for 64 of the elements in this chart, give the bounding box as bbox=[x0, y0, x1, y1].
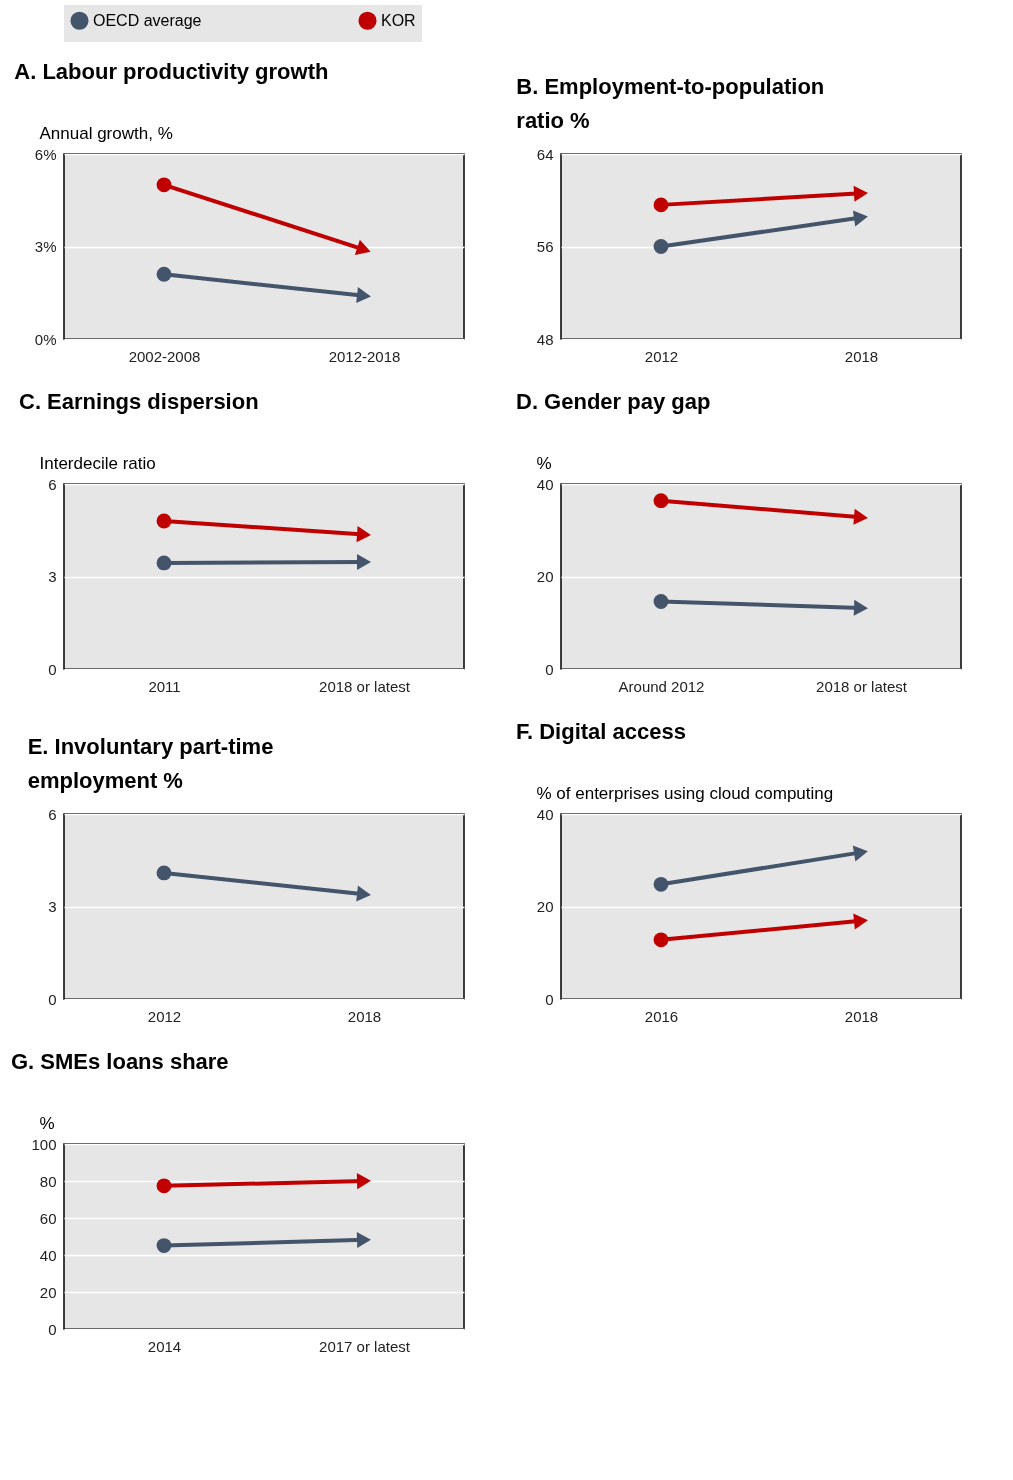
point bbox=[653, 239, 669, 254]
y-tick-label: 3 bbox=[48, 568, 57, 585]
y-axis-title: Interdecile ratio bbox=[39, 453, 156, 473]
y-tick-label: 0 bbox=[48, 990, 57, 1008]
y-tick-label: 0 bbox=[545, 660, 554, 678]
x-tick-label: 2018 bbox=[844, 1007, 879, 1025]
x-tick-label: 2012 bbox=[147, 1007, 182, 1025]
point bbox=[653, 932, 669, 948]
y-axis-title: Annual growth, % bbox=[39, 123, 173, 143]
chart-title: D. Gender pay gap bbox=[516, 389, 711, 414]
point bbox=[156, 1238, 172, 1253]
x-tick-label: 2016 bbox=[644, 1007, 679, 1025]
legend-label: OECD average bbox=[93, 11, 202, 29]
y-tick-label: 20 bbox=[536, 568, 554, 585]
x-tick-label: 2014 bbox=[147, 1337, 182, 1355]
y-tick-label: 80 bbox=[39, 1172, 57, 1190]
y-axis-title: % of enterprises using cloud computing bbox=[536, 783, 834, 803]
y-axis-title: % bbox=[536, 453, 552, 473]
y-tick-label: 48 bbox=[536, 330, 554, 348]
y-tick-label: 0 bbox=[48, 1320, 57, 1338]
chart-title: F. Digital access bbox=[516, 719, 686, 744]
point bbox=[653, 594, 669, 609]
y-tick-label: 6 bbox=[48, 805, 57, 823]
x-tick-label: 2012-2018 bbox=[328, 347, 401, 365]
point bbox=[156, 513, 172, 529]
chart-title: E. Involuntary part-time employment % bbox=[27, 734, 274, 793]
y-tick-label: 6% bbox=[34, 145, 57, 163]
chart-title: C. Earnings dispersion bbox=[19, 389, 259, 414]
point bbox=[653, 493, 669, 509]
y-tick-label: 20 bbox=[39, 1283, 57, 1301]
x-tick-label: 2002-2008 bbox=[128, 347, 201, 365]
y-tick-label: 56 bbox=[536, 238, 554, 255]
y-tick-label: 100 bbox=[31, 1135, 57, 1153]
chart-title: B. Employment-to-population ratio % bbox=[516, 74, 825, 133]
point bbox=[156, 177, 172, 193]
x-tick-label: 2018 or latest bbox=[319, 677, 411, 695]
x-tick-label: 2018 bbox=[347, 1007, 382, 1025]
y-tick-label: 40 bbox=[536, 475, 554, 493]
y-axis-title: % bbox=[39, 1113, 55, 1133]
point bbox=[653, 197, 669, 213]
y-tick-label: 60 bbox=[39, 1209, 57, 1227]
x-tick-label: Around 2012 bbox=[618, 677, 705, 695]
y-tick-label: 0% bbox=[34, 330, 57, 348]
legend-label: KOR bbox=[381, 11, 416, 29]
point bbox=[653, 876, 669, 892]
point bbox=[156, 1178, 172, 1194]
x-tick-label: 2018 bbox=[844, 347, 879, 365]
x-tick-label: 2011 bbox=[148, 677, 181, 695]
y-tick-label: 40 bbox=[39, 1246, 57, 1264]
chart-title: A. Labour productivity growth bbox=[14, 59, 329, 84]
y-tick-label: 64 bbox=[536, 145, 554, 163]
point bbox=[156, 555, 172, 571]
y-tick-label: 3% bbox=[34, 238, 57, 255]
y-tick-label: 6 bbox=[48, 475, 57, 493]
y-tick-label: 40 bbox=[536, 805, 554, 823]
chart-title: G. SMEs loans share bbox=[10, 1049, 229, 1074]
y-tick-label: 0 bbox=[545, 990, 554, 1008]
x-tick-label: 2018 or latest bbox=[816, 677, 908, 695]
x-tick-label: 2012 bbox=[644, 347, 679, 365]
y-tick-label: 20 bbox=[536, 898, 554, 915]
point bbox=[156, 266, 172, 282]
y-tick-label: 0 bbox=[48, 660, 57, 678]
y-tick-label: 3 bbox=[48, 898, 57, 915]
x-tick-label: 2017 or latest bbox=[319, 1337, 411, 1355]
